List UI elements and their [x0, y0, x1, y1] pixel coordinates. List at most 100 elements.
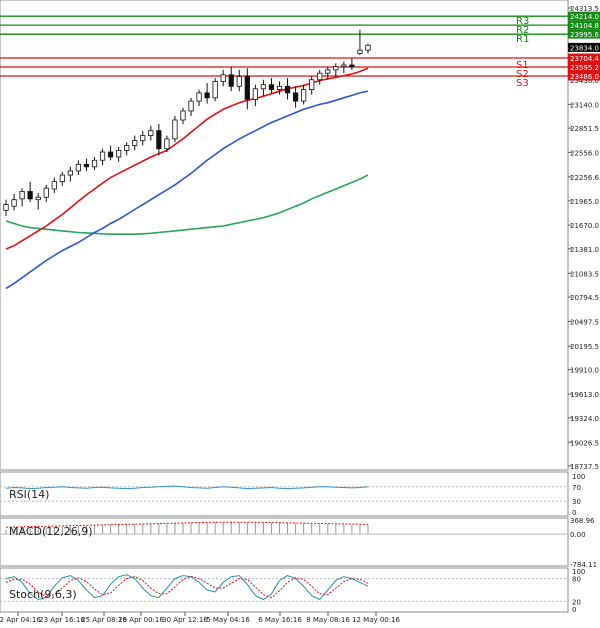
candle-bull [180, 110, 186, 121]
stoch-tick-label: 80 [572, 576, 581, 584]
macd-signal-line [5, 521, 369, 528]
rsi-tick-label: 30 [572, 498, 581, 506]
candle-bull [59, 174, 65, 182]
candle-bull [140, 135, 146, 141]
candle-bull [124, 145, 130, 151]
candle-bull [276, 85, 283, 91]
macd-title: MACD(12,26,9) [9, 525, 93, 538]
candle-bull [164, 138, 170, 150]
ma-fast-line [5, 67, 369, 250]
candle-bear [204, 92, 210, 99]
price-tick-label: 18737.5 [570, 463, 599, 471]
price-tick-label: 19026.5 [570, 439, 599, 447]
candle-bull [341, 64, 347, 68]
level-tag-text: 23995.6 [570, 31, 599, 39]
candles [3, 29, 371, 217]
ma-mid-line [5, 90, 369, 290]
candle-bear [244, 76, 250, 100]
macd-indicator: 368.96 0.00 -784.11 [0, 517, 597, 569]
pivot-label: R1 [516, 34, 529, 45]
time-tick-label: 5 May 04:16 [206, 616, 250, 624]
candle-bull [67, 170, 73, 176]
candle-bear [83, 163, 90, 168]
candle-bull [357, 49, 363, 54]
pivot-label: S1 [516, 60, 529, 71]
candle-bear [268, 84, 275, 91]
time-tick-label: 29 Apr 00:16 [118, 616, 164, 624]
price-tick-label: 22556.0 [570, 149, 599, 157]
price-tick-label: 19910.0 [570, 367, 599, 375]
time-tick-label: 8 May 08:16 [306, 616, 350, 624]
candle-bull [365, 44, 371, 51]
candle-bull [148, 130, 154, 137]
price-tick-label: 22256.6 [570, 174, 599, 182]
level-tag-box [568, 11, 600, 21]
candle-bull [116, 149, 122, 158]
candle-bull [333, 66, 339, 71]
candle-bull [260, 84, 267, 90]
candle-bull [317, 72, 323, 81]
rsi-tick-label: 70 [572, 484, 581, 492]
stoch-tick-label: 100 [572, 568, 585, 576]
price-tick-label: 21381.0 [570, 246, 599, 254]
time-tick-label: 30 Apr 12:16 [162, 616, 208, 624]
price-tick-label: 21965.0 [570, 198, 599, 206]
current-price-box [568, 42, 600, 52]
ma-slow-line [5, 174, 369, 235]
candle-bull [188, 100, 194, 112]
price-tick-label: 20794.5 [570, 294, 599, 302]
price-tick-label: 19324.0 [570, 415, 599, 423]
candle-bull [11, 199, 17, 207]
candle-bull [51, 181, 57, 190]
rsi-indicator: 100 70 30 0 [0, 473, 585, 517]
candle-bull [301, 89, 307, 102]
level-tag-text: 23704.4 [570, 55, 599, 63]
current-price-text: 23834.0 [570, 44, 599, 52]
price-tick-label: 20195.5 [570, 343, 599, 351]
pivot-label: R3 [516, 16, 529, 27]
level-tag-text: 23486.0 [570, 73, 599, 81]
time-tick-label: 22 Apr 04:16 [0, 616, 41, 624]
time-tick-label: 23 Apr 16:16 [39, 616, 85, 624]
price-tick-label: 21083.5 [570, 270, 599, 278]
stoch-tick-label: 0 [572, 606, 576, 614]
price-tick-label: 24313.5 [570, 5, 599, 13]
pivot-label: S2 [516, 69, 529, 80]
candle-bull [325, 69, 331, 74]
candle-bull [35, 196, 41, 201]
candle-bull [212, 80, 218, 99]
level-tag-box [568, 53, 600, 63]
candle-bull [99, 151, 106, 161]
candle-bull [3, 204, 9, 211]
price-tick-label: 19613.0 [570, 391, 599, 399]
candle-bear [228, 74, 234, 87]
macd-tick-label: 0.00 [570, 531, 586, 539]
rsi-title: RSI(14) [9, 488, 49, 501]
level-tag-box [568, 71, 600, 81]
price-tick-label: 22851.5 [570, 125, 599, 133]
candle-bear [349, 64, 355, 68]
candle-bear [107, 151, 114, 158]
stoch-pane [0, 567, 569, 613]
candle-bull [172, 119, 178, 140]
candle-bear [292, 92, 299, 102]
candle-bull [43, 187, 49, 198]
moving-averages [5, 67, 369, 290]
pivot-label: R2 [516, 25, 529, 36]
price-tick-label: 23140.0 [570, 101, 599, 109]
rsi-tick-label: 0 [572, 509, 576, 517]
candle-bull [220, 74, 226, 82]
level-tag-text: 24104.8 [570, 22, 599, 30]
candle-bull [309, 79, 315, 91]
main-pane [0, 0, 569, 471]
price-tick-label: 23438.0 [570, 77, 599, 85]
pivot-label: S3 [516, 78, 529, 89]
candle-bear [156, 130, 162, 150]
level-tag-text: 24214.0 [570, 13, 599, 21]
